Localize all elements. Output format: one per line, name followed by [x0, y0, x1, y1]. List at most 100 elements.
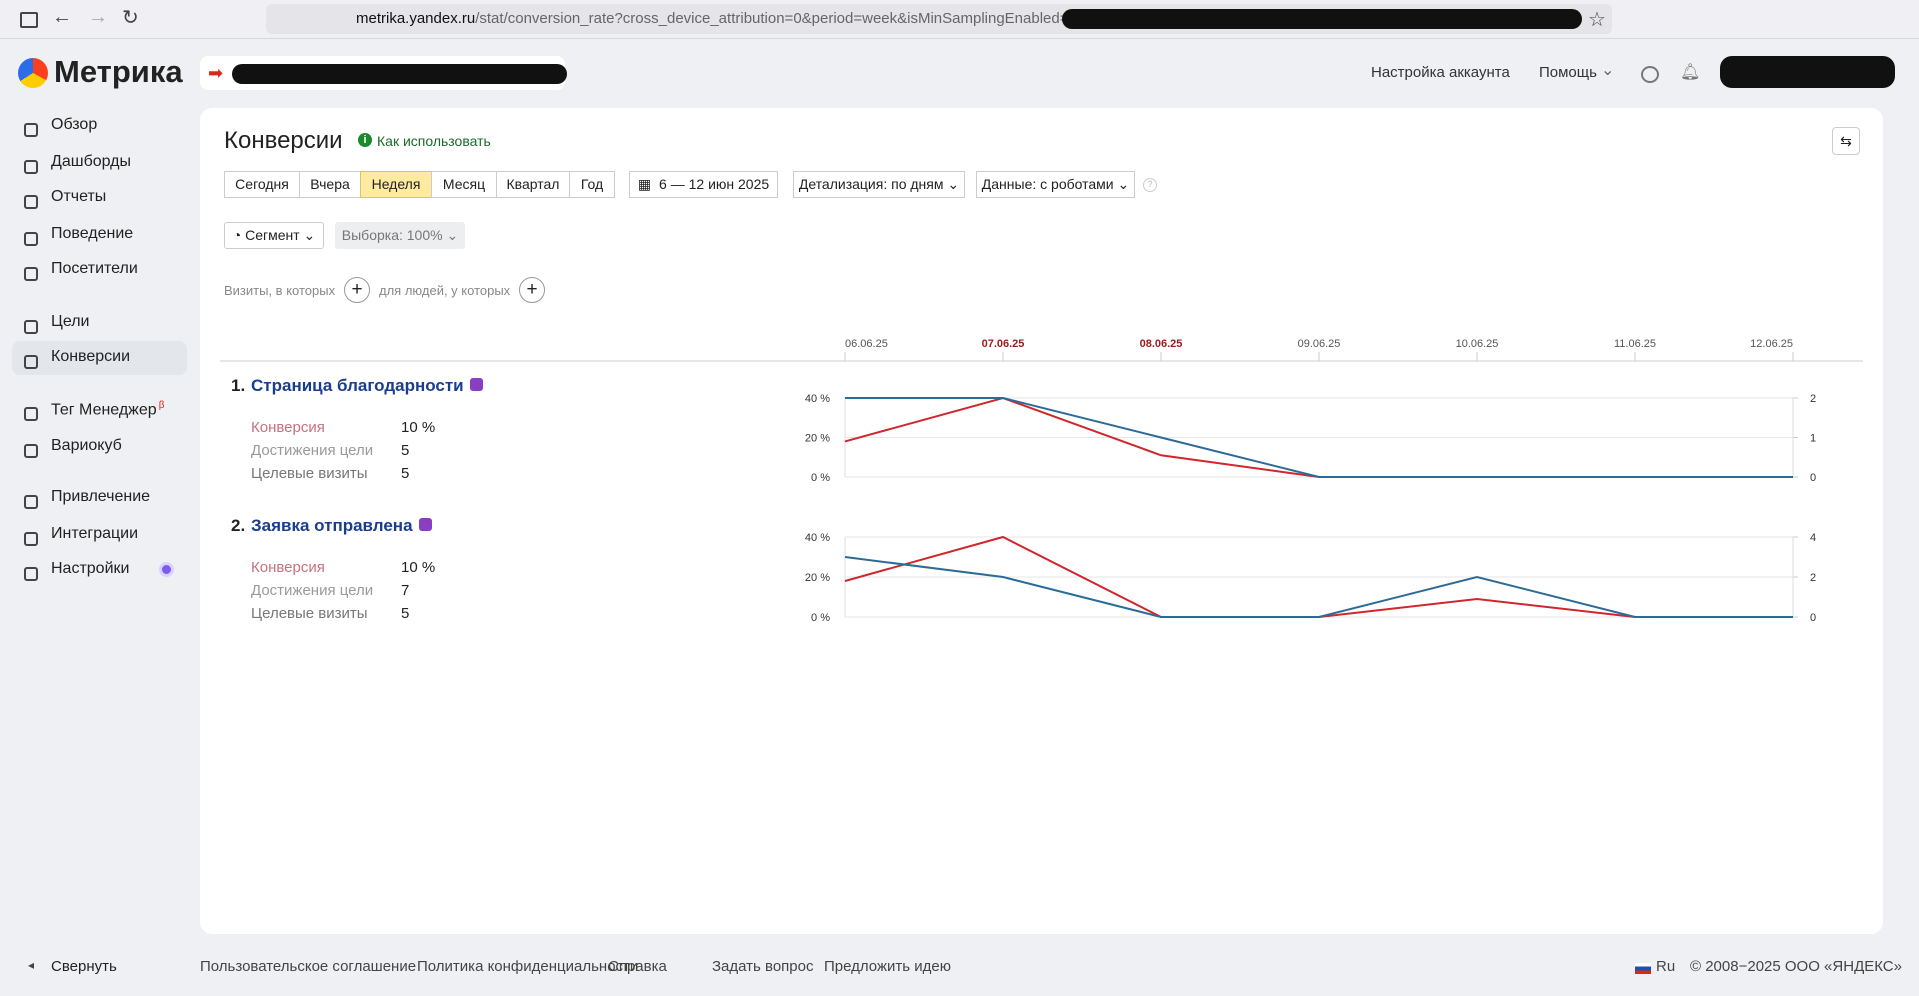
bell-icon[interactable]: 🔔︎ [1680, 64, 1701, 81]
metric-value: 5 [401, 465, 410, 482]
segment-text: Сегмент [245, 227, 300, 243]
footer-link[interactable]: Предложить идею [824, 958, 951, 975]
nav-item[interactable]: Поведение [51, 225, 134, 242]
nav-icon [24, 123, 38, 137]
y2-tick-label: 1 [1810, 433, 1816, 445]
reload-icon[interactable]: ↻ [122, 7, 139, 29]
redacted-url [1062, 9, 1582, 29]
y-tick-label: 0 % [811, 472, 830, 484]
add-visit-filter[interactable]: + [344, 277, 370, 303]
calendar-icon: ▦ [637, 176, 652, 192]
collapse-icon[interactable]: ◂ [28, 958, 35, 972]
help-menu[interactable]: Помощь [1539, 64, 1597, 81]
metric-value: 5 [401, 442, 410, 459]
nav-icon [24, 407, 38, 421]
footer-link[interactable]: Политика конфиденциальности [417, 958, 639, 975]
sample-button[interactable]: Выборка: 100% ⌄ [335, 222, 465, 249]
nav-item[interactable]: Дашборды [51, 153, 131, 170]
logo-text[interactable]: Метрика [54, 54, 183, 89]
nav-item[interactable]: Цели [51, 313, 90, 330]
nav-item[interactable]: Отчеты [51, 188, 107, 205]
goal-title[interactable]: Страница благодарности [251, 376, 464, 395]
detail-button[interactable]: Детализация: по дням ⌄ [793, 171, 965, 198]
info-icon: i [358, 133, 372, 147]
ru-flag [1635, 963, 1651, 974]
nav-item[interactable]: Тег Менеджер β [51, 400, 165, 419]
settings-dot [162, 565, 171, 574]
date-label: 12.06.25 [1750, 338, 1793, 350]
series-line [844, 556, 1793, 618]
metric-label: Целевые визиты [251, 605, 368, 622]
sidebar-toggle-icon[interactable] [20, 12, 38, 28]
nav-icon [24, 444, 38, 458]
metric-label: Конверсия [251, 419, 325, 436]
metric-label: Конверсия [251, 559, 325, 576]
period-button[interactable]: Месяц [431, 171, 497, 198]
nav-item[interactable]: Настройки [51, 560, 130, 577]
y-tick-label: 20 % [805, 572, 830, 584]
copyright: © 2008−2025 ООО «ЯНДЕКС» [1690, 958, 1902, 975]
back-icon[interactable]: ← [52, 6, 72, 28]
chat-icon[interactable] [1641, 66, 1659, 83]
date-label: 07.06.25 [982, 338, 1025, 350]
date-label: 06.06.25 [845, 338, 888, 350]
metric-value: 10 % [401, 419, 436, 436]
nav-item[interactable]: Конверсии [51, 348, 131, 365]
redacted-account [1720, 56, 1895, 88]
date-label: 08.06.25 [1140, 338, 1183, 350]
nav-item[interactable]: Обзор [51, 116, 98, 133]
how-to-link[interactable]: Как использовать [377, 133, 491, 149]
y2-tick-label: 0 [1810, 612, 1816, 624]
nav-icon [24, 532, 38, 546]
nav-icon [24, 160, 38, 174]
y2-tick-label: 4 [1810, 532, 1816, 544]
metric-label: Целевые визиты [251, 465, 368, 482]
nav-item[interactable]: Привлечение [51, 488, 151, 505]
segment-button[interactable]: ◔ Сегмент ⌄ [224, 222, 324, 249]
footer-link[interactable]: Пользовательское соглашение [200, 958, 417, 975]
period-button[interactable]: Неделя [360, 171, 432, 198]
data-help-icon[interactable]: ? [1143, 178, 1157, 192]
metric-value: 7 [401, 582, 410, 599]
lang-switch[interactable]: Ru [1656, 958, 1676, 975]
fullscreen-button[interactable]: ⇆ [1832, 127, 1860, 155]
date-range-button[interactable]: ▦ 6 — 12 июн 2025 [629, 171, 778, 198]
nav-item[interactable]: Интеграции [51, 525, 139, 542]
y-tick-label: 0 % [811, 612, 830, 624]
series-line [845, 397, 1793, 478]
active-nav-bg [12, 341, 187, 375]
forward-icon[interactable]: → [88, 6, 108, 28]
nav-badge: β [158, 400, 165, 411]
url-host: metrika.yandex.ru [356, 10, 476, 27]
sample-text: Выборка: 100% [341, 227, 443, 243]
data-text: Данные: с роботами [981, 176, 1114, 192]
nav-icon [24, 267, 38, 281]
bookmark-icon[interactable]: ☆ [1588, 9, 1606, 31]
goal-icon [470, 378, 483, 391]
metric-label: Достижения цели [251, 442, 374, 459]
goal-number: 2. [231, 516, 246, 535]
redacted-counter [232, 64, 567, 84]
account-settings[interactable]: Настройка аккаунта [1371, 64, 1510, 81]
footer-link[interactable]: Справка [608, 958, 667, 975]
goal-number: 1. [231, 376, 246, 395]
metric-value: 10 % [401, 559, 436, 576]
date-range: 6 — 12 июн 2025 [659, 176, 770, 192]
period-button[interactable]: Вчера [299, 171, 361, 198]
url-path: /stat/conversion_rate?cross_device_attri… [475, 10, 1131, 27]
help-chevron: ⌄ [1601, 62, 1615, 79]
logo-icon [18, 58, 48, 88]
date-label: 11.06.25 [1614, 338, 1656, 350]
collapse-link[interactable]: Свернуть [51, 958, 117, 975]
period-button[interactable]: Сегодня [224, 171, 300, 198]
data-button[interactable]: Данные: с роботами ⌄ [976, 171, 1135, 198]
period-button[interactable]: Год [569, 171, 615, 198]
date-label: 09.06.25 [1298, 338, 1341, 350]
nav-item[interactable]: Посетители [51, 260, 138, 277]
goal-title[interactable]: Заявка отправлена [251, 516, 413, 535]
footer-link[interactable]: Задать вопрос [712, 958, 814, 975]
nav-item[interactable]: Вариокуб [51, 437, 122, 454]
add-people-filter[interactable]: + [519, 277, 545, 303]
